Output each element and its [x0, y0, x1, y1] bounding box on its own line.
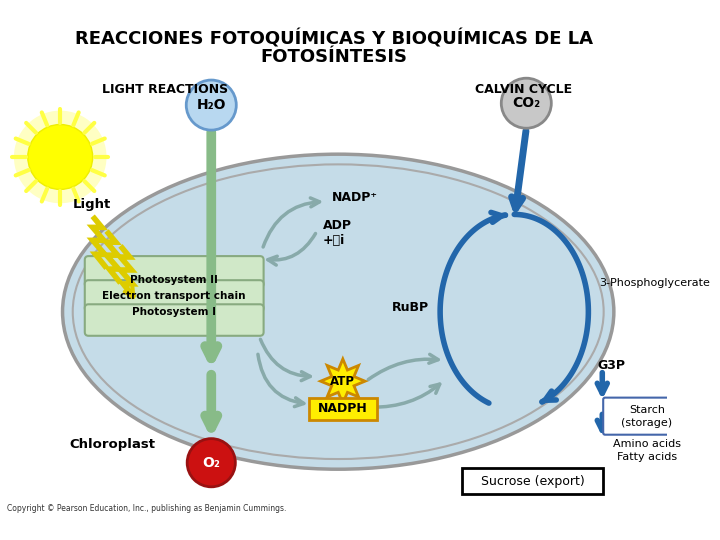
- Text: H₂O: H₂O: [197, 98, 226, 112]
- Text: Starch
(storage): Starch (storage): [621, 404, 672, 428]
- Circle shape: [501, 78, 552, 128]
- Text: Sucrose (export): Sucrose (export): [481, 475, 585, 488]
- Text: RuBP: RuBP: [392, 301, 429, 314]
- FancyBboxPatch shape: [462, 468, 603, 494]
- Circle shape: [28, 125, 93, 190]
- Text: 3-Phosphoglycerate: 3-Phosphoglycerate: [600, 278, 711, 287]
- Text: FOTOSÍNTESIS: FOTOSÍNTESIS: [260, 48, 407, 66]
- Text: G3P: G3P: [598, 359, 626, 372]
- Text: CO₂: CO₂: [512, 96, 540, 110]
- Text: O₂: O₂: [202, 456, 220, 470]
- Text: Chloroplast: Chloroplast: [70, 438, 156, 451]
- FancyBboxPatch shape: [85, 304, 264, 336]
- Text: ATP: ATP: [330, 375, 356, 388]
- FancyBboxPatch shape: [85, 280, 264, 312]
- FancyBboxPatch shape: [603, 397, 690, 435]
- Ellipse shape: [63, 154, 614, 469]
- Text: NADPH: NADPH: [318, 402, 368, 415]
- Text: Light: Light: [72, 198, 111, 211]
- Circle shape: [186, 80, 236, 130]
- Polygon shape: [320, 359, 365, 403]
- Text: Photosystem II
Electron transport chain
Photosystem I: Photosystem II Electron transport chain …: [102, 275, 246, 316]
- Text: Amino acids
Fatty acids: Amino acids Fatty acids: [613, 439, 680, 462]
- Text: REACCIONES FOTOQUÍMICAS Y BIOQUÍMICAS DE LA: REACCIONES FOTOQUÍMICAS Y BIOQUÍMICAS DE…: [75, 29, 593, 48]
- Text: +Ⓟi: +Ⓟi: [323, 234, 345, 247]
- Text: ADP: ADP: [323, 219, 351, 232]
- Circle shape: [14, 111, 107, 203]
- Text: Copyright © Pearson Education, Inc., publishing as Benjamin Cummings.: Copyright © Pearson Education, Inc., pub…: [7, 504, 287, 513]
- Text: CALVIN CYCLE: CALVIN CYCLE: [475, 83, 572, 96]
- Text: NADP⁺: NADP⁺: [332, 191, 378, 204]
- Circle shape: [187, 438, 235, 487]
- FancyBboxPatch shape: [309, 398, 377, 420]
- Text: LIGHT REACTIONS: LIGHT REACTIONS: [102, 83, 228, 96]
- FancyBboxPatch shape: [85, 256, 264, 288]
